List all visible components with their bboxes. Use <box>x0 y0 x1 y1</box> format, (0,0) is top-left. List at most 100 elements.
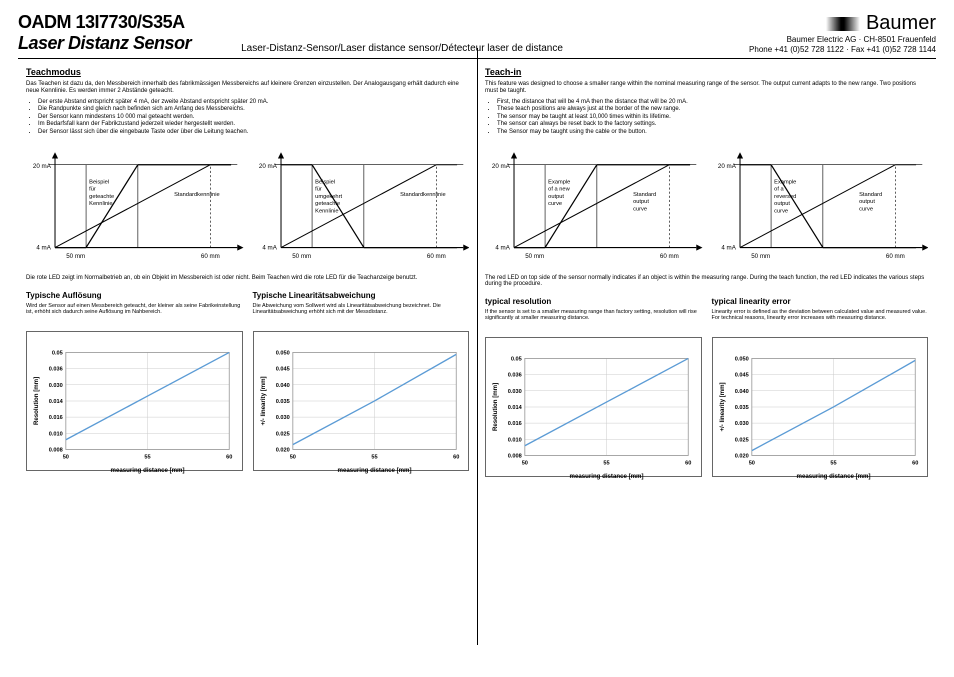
svg-text:4 mA: 4 mA <box>36 245 51 252</box>
teach-diagram-1: 20 mA4 mA50 mm60 mmBeispielfürgeteachteK… <box>26 144 244 268</box>
svg-text:output: output <box>548 194 564 200</box>
svg-text:Standardkennlinie: Standardkennlinie <box>400 192 446 198</box>
teach-diagram-4: 20 mA 4 mA 50 mm 60 mm Exampleof areversed ou… <box>711 144 929 268</box>
svg-text:output: output <box>633 199 649 205</box>
linearity-chart-en: 0.0500.0450.0400.0350.0300.0250.02050556… <box>713 338 928 481</box>
svg-text:55: 55 <box>371 454 377 460</box>
product-title: Laser Distanz Sensor <box>18 33 191 54</box>
svg-text:Standard: Standard <box>859 192 882 198</box>
svg-text:0.010: 0.010 <box>508 437 522 443</box>
svg-text:measuring distance [mm]: measuring distance [mm] <box>337 466 411 473</box>
bullet-item: Der Sensor kann mindestens 10 000 mal ge… <box>38 114 469 122</box>
linearity-title-de: Typische Linearitätsabweichung <box>253 291 470 300</box>
linearity-desc-de: Die Abweichung vom Sollwert wird als Lin… <box>253 303 470 321</box>
svg-text:Resolution [mm]: Resolution [mm] <box>33 376 40 424</box>
svg-text:measuring distance [mm]: measuring distance [mm] <box>570 472 644 479</box>
svg-text:0.025: 0.025 <box>275 431 289 437</box>
svg-text:0.045: 0.045 <box>275 366 289 372</box>
svg-text:4 mA: 4 mA <box>262 245 277 252</box>
svg-text:50 mm: 50 mm <box>66 253 85 260</box>
svg-text:0.014: 0.014 <box>508 405 523 411</box>
resolution-desc-en: If the sensor is set to a smaller measur… <box>485 309 702 327</box>
svg-text:60 mm: 60 mm <box>660 253 679 260</box>
svg-text:0.05: 0.05 <box>52 350 63 356</box>
brand-logo-icon <box>826 17 860 31</box>
svg-text:0.008: 0.008 <box>49 447 63 453</box>
svg-text:50 mm: 50 mm <box>525 253 544 260</box>
bullet-item: The sensor may be taught at least 10,000… <box>497 114 928 122</box>
svg-text:60 mm: 60 mm <box>426 253 445 260</box>
svg-text:4 mA: 4 mA <box>721 245 736 252</box>
teach-caption: Die rote LED zeigt im Normalbetrieb an, … <box>26 275 469 281</box>
company-address: Baumer Electric AG · CH-8501 Frauenfeld <box>749 35 936 45</box>
svg-text:0.010: 0.010 <box>49 431 63 437</box>
svg-text:of a: of a <box>774 187 784 193</box>
teachmodus-heading: Teachmodus <box>26 67 469 77</box>
svg-text:50 mm: 50 mm <box>751 253 770 260</box>
svg-text:55: 55 <box>830 460 836 466</box>
svg-text:reversed: reversed <box>774 194 796 200</box>
svg-text:60: 60 <box>453 454 459 460</box>
svg-text:60 mm: 60 mm <box>885 253 904 260</box>
svg-text:0.030: 0.030 <box>49 382 63 388</box>
svg-text:measuring distance [mm]: measuring distance [mm] <box>111 466 185 473</box>
svg-text:0.036: 0.036 <box>49 366 63 372</box>
svg-text:Beispiel: Beispiel <box>315 180 335 186</box>
svg-text:curve: curve <box>633 207 647 213</box>
right-column: Teach-in This feature was designed to ch… <box>477 67 936 667</box>
svg-text:60 mm: 60 mm <box>201 253 220 260</box>
bullet-item: The Sensor may be taught using the cable… <box>497 129 928 137</box>
svg-text:55: 55 <box>144 454 150 460</box>
svg-text:0.036: 0.036 <box>508 372 522 378</box>
svg-text:für: für <box>315 187 322 193</box>
bullet-item: First, the distance that will be 4 mA th… <box>497 99 928 107</box>
bullet-item: The sensor can always be reset back to t… <box>497 121 928 129</box>
svg-text:Standardkennlinie: Standardkennlinie <box>174 192 220 198</box>
svg-text:Beispiel: Beispiel <box>89 180 109 186</box>
svg-text:20 mA: 20 mA <box>717 163 736 170</box>
svg-text:Example: Example <box>548 180 570 186</box>
svg-text:55: 55 <box>603 460 609 466</box>
resolution-chart-de: 0.050.0360.0300.0140.0160.0100.008505560… <box>27 332 242 475</box>
svg-text:0.025: 0.025 <box>734 437 748 443</box>
svg-text:+/- linearity [mm]: +/- linearity [mm] <box>719 382 726 431</box>
bullet-item: Der Sensor lässt sich über die eingebaut… <box>38 129 469 137</box>
svg-text:50: 50 <box>63 454 69 460</box>
svg-text:60: 60 <box>685 460 691 466</box>
svg-text:curve: curve <box>774 209 788 215</box>
linearity-chart-de: 0.0500.0450.0400.0350.0300.0250.02050556… <box>254 332 469 475</box>
svg-text:Kennlinie: Kennlinie <box>89 201 112 207</box>
svg-text:0.030: 0.030 <box>508 388 522 394</box>
left-column: Teachmodus Das Teachen ist dazu da, den … <box>18 67 477 667</box>
resolution-title-de: Typische Auflösung <box>26 291 243 300</box>
svg-text:0.040: 0.040 <box>275 382 289 388</box>
resolution-title-en: typical resolution <box>485 297 702 306</box>
resolution-desc-de: Wird der Sensor auf einen Messbereich ge… <box>26 303 243 321</box>
svg-text:Standard: Standard <box>633 192 656 198</box>
bullet-item: These teach positions are always just at… <box>497 106 928 114</box>
teachin-heading: Teach-in <box>485 67 928 77</box>
product-subtitle: Laser-Distanz-Sensor/Laser distance sens… <box>241 43 563 54</box>
svg-text:output: output <box>859 199 875 205</box>
svg-text:50: 50 <box>289 454 295 460</box>
svg-text:20 mA: 20 mA <box>258 163 277 170</box>
svg-text:20 mA: 20 mA <box>33 163 52 170</box>
svg-text:Example: Example <box>774 180 796 186</box>
svg-text:0.035: 0.035 <box>275 399 289 405</box>
svg-text:50: 50 <box>748 460 754 466</box>
brand-name: Baumer <box>866 12 936 35</box>
svg-text:umgekehrt: umgekehrt <box>315 194 342 200</box>
company-phone: Phone +41 (0)52 728 1122 · Fax +41 (0)52… <box>749 45 936 55</box>
bullet-item: Im Bedarfsfall kann der Fabrikzustand je… <box>38 121 469 129</box>
teachin-intro: This feature was designed to choose a sm… <box>485 81 928 96</box>
svg-text:of a new: of a new <box>548 187 570 193</box>
svg-text:curve: curve <box>859 207 873 213</box>
linearity-title-en: typical linearity error <box>712 297 929 306</box>
bullet-item: Die Randpunkte sind gleich nach befinden… <box>38 106 469 114</box>
teach-diagram-2: 20 mA4 mA50 mm60 mmBeispielfürumgekehrtg… <box>252 144 470 268</box>
svg-text:0.016: 0.016 <box>508 421 522 427</box>
svg-text:0.050: 0.050 <box>275 350 289 356</box>
svg-text:0.030: 0.030 <box>275 415 289 421</box>
svg-text:4 mA: 4 mA <box>495 245 510 252</box>
svg-text:geteachte: geteachte <box>315 201 340 207</box>
